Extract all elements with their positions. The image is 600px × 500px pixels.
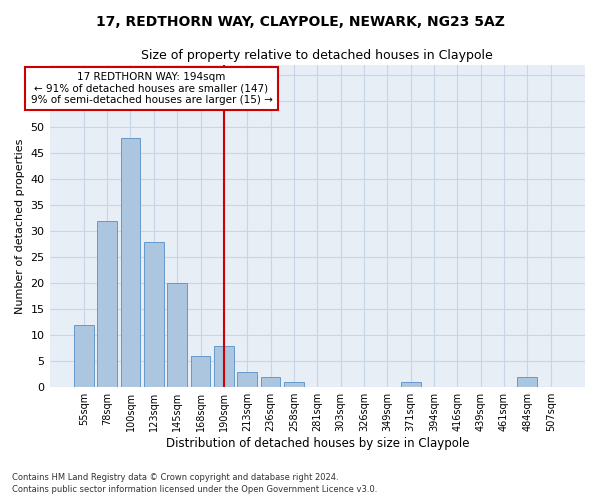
Text: Contains HM Land Registry data © Crown copyright and database right 2024.: Contains HM Land Registry data © Crown c… bbox=[12, 472, 338, 482]
Text: Contains public sector information licensed under the Open Government Licence v3: Contains public sector information licen… bbox=[12, 485, 377, 494]
Bar bbox=[74, 325, 94, 387]
Text: 17 REDTHORN WAY: 194sqm
← 91% of detached houses are smaller (147)
9% of semi-de: 17 REDTHORN WAY: 194sqm ← 91% of detache… bbox=[31, 72, 272, 105]
Bar bbox=[238, 372, 257, 387]
Text: 17, REDTHORN WAY, CLAYPOLE, NEWARK, NG23 5AZ: 17, REDTHORN WAY, CLAYPOLE, NEWARK, NG23… bbox=[95, 16, 505, 30]
Bar bbox=[121, 138, 140, 387]
Bar bbox=[191, 356, 211, 387]
Bar bbox=[260, 377, 280, 387]
Bar bbox=[284, 382, 304, 387]
Bar bbox=[214, 346, 234, 387]
Bar bbox=[517, 377, 538, 387]
Bar bbox=[97, 221, 117, 387]
X-axis label: Distribution of detached houses by size in Claypole: Distribution of detached houses by size … bbox=[166, 437, 469, 450]
Bar bbox=[401, 382, 421, 387]
Bar bbox=[144, 242, 164, 387]
Bar bbox=[167, 284, 187, 387]
Title: Size of property relative to detached houses in Claypole: Size of property relative to detached ho… bbox=[142, 50, 493, 62]
Y-axis label: Number of detached properties: Number of detached properties bbox=[15, 138, 25, 314]
